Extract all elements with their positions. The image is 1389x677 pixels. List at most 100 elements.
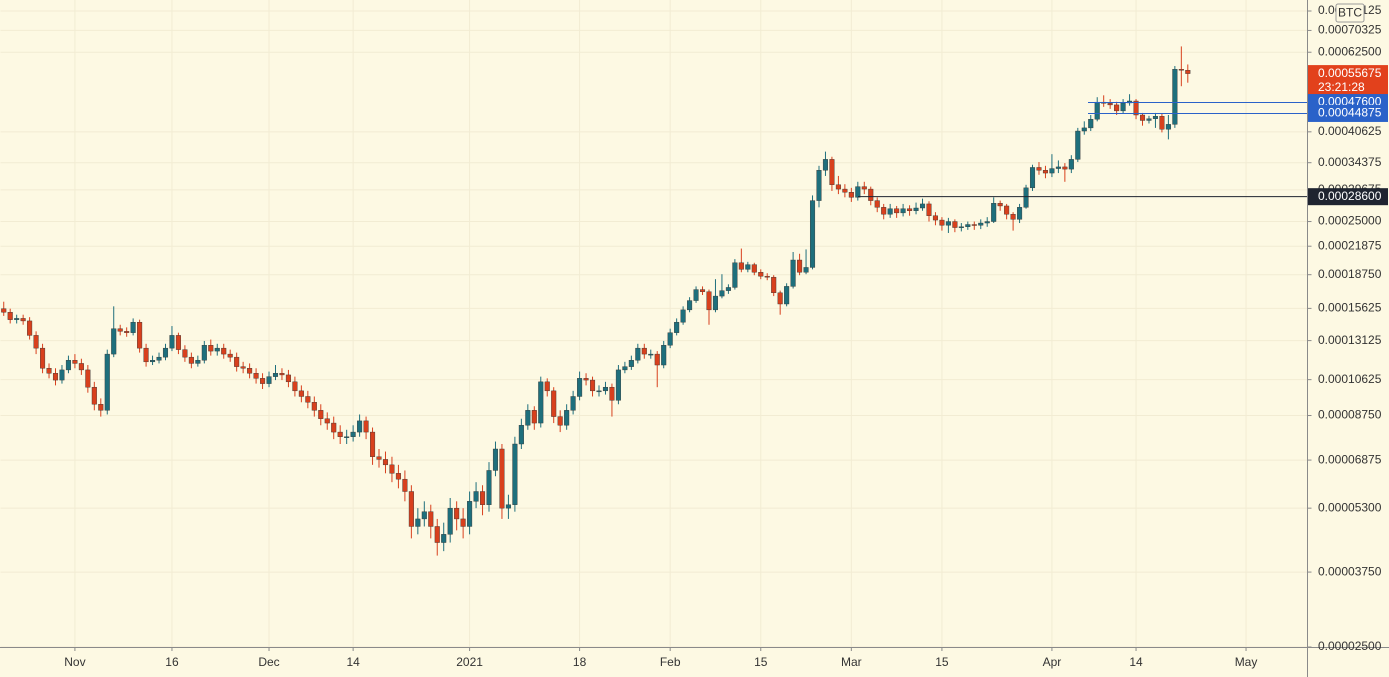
candle-body: [124, 331, 130, 333]
candle-body: [641, 347, 647, 355]
candle-body: [609, 386, 615, 401]
candle-body: [525, 410, 531, 426]
candle-body: [480, 491, 486, 505]
price-label: 0.00055675: [1318, 66, 1382, 80]
candle-body: [137, 321, 143, 349]
candle-body: [538, 381, 544, 424]
candle-body: [227, 353, 233, 358]
x-tick-label: 15: [935, 655, 949, 669]
x-tick-label: Dec: [258, 655, 279, 669]
candle-body: [1159, 116, 1165, 130]
candle-body: [732, 262, 738, 288]
candle-body: [486, 470, 492, 505]
candle-body: [1185, 70, 1191, 74]
candle-body: [952, 221, 958, 228]
candle-body: [945, 221, 951, 226]
candle-body: [628, 360, 634, 367]
candle-body: [680, 309, 686, 323]
candle-body: [1004, 205, 1010, 215]
candle-body: [687, 300, 693, 311]
candle-body: [583, 378, 589, 381]
y-tick-label: 0.00002500: [1318, 639, 1382, 653]
candle-body: [602, 386, 609, 392]
candle-body: [557, 416, 563, 426]
candle-body: [1049, 168, 1055, 174]
candle-body: [72, 360, 78, 364]
candle-body: [279, 373, 285, 376]
candle-body: [706, 291, 712, 311]
candle-body: [1010, 214, 1016, 220]
y-tick-label: 0.00010625: [1318, 372, 1382, 386]
candle-body: [363, 420, 369, 433]
candle-body: [357, 420, 363, 433]
candle-body: [104, 353, 110, 411]
x-tick-label: 15: [754, 655, 768, 669]
candle-body: [842, 188, 848, 193]
candle-body: [428, 511, 434, 527]
candle-body: [156, 356, 162, 361]
candle-body: [551, 390, 557, 417]
candle-body: [7, 312, 13, 320]
y-tick-label: 0.00018750: [1318, 267, 1382, 281]
candle-body: [441, 534, 447, 543]
axis: 0.00002500 0.00003750 0.00005300 0.00006875…: [64, 3, 1388, 669]
candle-body: [260, 378, 266, 384]
candle-body: [965, 224, 971, 227]
candle-body: [195, 360, 201, 364]
candle-body: [272, 373, 279, 377]
candle-body: [1081, 127, 1087, 132]
candle-body: [577, 378, 583, 397]
candle-body: [98, 404, 104, 411]
plot: [1, 46, 1308, 556]
candle-body: [1146, 118, 1152, 121]
candle-body: [395, 473, 401, 480]
candle-body: [467, 501, 473, 527]
candle-body: [434, 526, 440, 543]
candle-body: [531, 410, 537, 424]
candle-body: [52, 373, 59, 381]
candle-body: [868, 188, 874, 201]
candle-body: [382, 459, 389, 466]
candle-body: [337, 431, 343, 437]
candle-body: [764, 275, 770, 278]
candle-body: [1094, 101, 1100, 120]
x-tick-label: Feb: [660, 655, 681, 669]
candle-body: [771, 276, 777, 294]
y-tick-label: 0.00005300: [1318, 500, 1382, 514]
candle-body: [350, 431, 356, 437]
x-tick-label: 18: [573, 655, 587, 669]
candle-body: [143, 347, 149, 363]
candle-body: [201, 345, 207, 361]
x-tick-label: Mar: [841, 655, 862, 669]
candle-body: [1133, 100, 1139, 116]
x-tick-label: 14: [346, 655, 360, 669]
candle-body: [285, 374, 291, 383]
y-tick-label: 0.00006875: [1318, 452, 1382, 466]
candle-body: [512, 443, 518, 505]
candle-body: [389, 464, 395, 474]
y-tick-label: 0.00021875: [1318, 238, 1382, 252]
price-label-box: [1308, 104, 1388, 122]
candle-body: [247, 368, 253, 374]
candle-body: [809, 200, 816, 268]
candle-body: [111, 328, 117, 355]
candle-body: [240, 366, 246, 369]
candle-body: [648, 353, 654, 356]
candle-body: [1017, 207, 1023, 220]
candle-body: [150, 360, 156, 363]
candle-body: [855, 186, 861, 198]
candle-body: [376, 456, 382, 460]
candle-body: [797, 259, 803, 273]
candle-body: [221, 347, 227, 355]
candle-body: [117, 328, 123, 332]
price-label-box: [1308, 65, 1388, 96]
candle-body: [305, 396, 311, 403]
candle-body: [234, 356, 240, 367]
candle-body: [85, 369, 91, 388]
candle-body: [661, 345, 667, 366]
candle-body: [499, 448, 505, 509]
candle-body: [454, 507, 460, 520]
candle-body: [900, 208, 906, 214]
